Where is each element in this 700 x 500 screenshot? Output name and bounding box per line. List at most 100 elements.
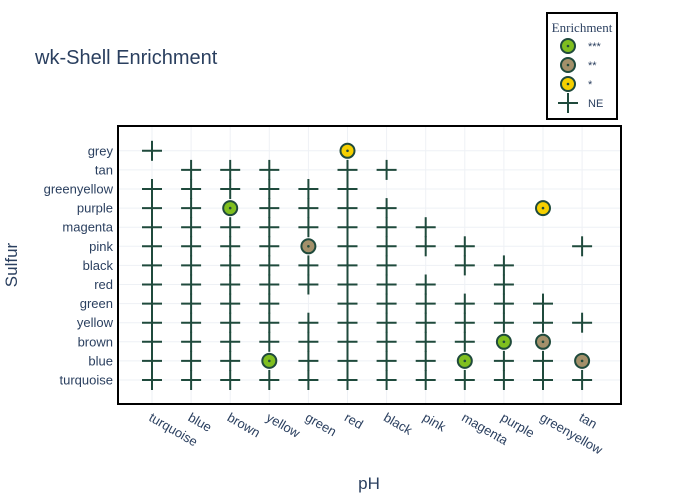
x-tick-pink: pink	[420, 410, 449, 435]
point-greenyellow-purple	[535, 200, 551, 217]
point-turquoise-purple	[142, 198, 162, 219]
point-turquoise-black	[142, 255, 162, 276]
point-brown-pink	[220, 236, 241, 257]
point-tan-blue	[574, 352, 591, 369]
point-brown-tan	[220, 159, 241, 180]
point-blue-green	[181, 293, 202, 314]
x-tick-tan: tan	[577, 410, 600, 432]
point-brown-brown	[220, 331, 241, 352]
point-blue-greenyellow	[181, 179, 202, 199]
point-yellow-green	[259, 293, 280, 314]
point-pink-brown	[415, 331, 436, 352]
point-black-green	[376, 293, 397, 314]
point-magenta-blue	[456, 352, 473, 369]
point-brown-magenta	[220, 217, 241, 238]
point-turquoise-red	[142, 274, 162, 295]
point-yellow-tan	[259, 159, 280, 180]
point-yellow-black	[259, 255, 280, 276]
data-marks	[142, 140, 593, 390]
point-black-black	[376, 255, 397, 276]
point-red-black	[337, 255, 358, 276]
point-pink-red	[415, 274, 436, 295]
y-tick-red: red	[94, 277, 113, 292]
y-tick-magenta: magenta	[62, 220, 113, 235]
plot-frame	[117, 125, 622, 405]
legend-entry-two-star-label: **	[588, 60, 597, 72]
point-red-turquoise	[337, 370, 358, 390]
point-red-red	[337, 274, 358, 295]
point-purple-blue	[493, 350, 514, 371]
point-purple-red	[493, 274, 514, 295]
point-red-yellow	[337, 312, 358, 333]
point-turquoise-yellow	[142, 312, 162, 333]
point-green-yellow	[298, 312, 319, 333]
legend-title: Enrichment	[552, 20, 613, 35]
point-greenyellow-green	[533, 293, 553, 314]
legend-entry-two-star-symbol	[560, 57, 576, 73]
point-blue-black	[181, 255, 202, 276]
point-magenta-brown	[454, 331, 475, 352]
point-purple-turquoise	[493, 370, 514, 390]
chart-title: wk-Shell Enrichment	[34, 47, 218, 69]
point-green-red	[298, 274, 319, 295]
x-tick-green: green	[303, 410, 339, 440]
point-greenyellow-turquoise	[533, 370, 553, 390]
point-red-tan	[337, 159, 358, 180]
point-magenta-yellow	[454, 312, 475, 333]
point-green-pink	[300, 238, 317, 255]
point-magenta-turquoise	[454, 370, 475, 390]
point-magenta-black	[454, 255, 475, 276]
point-turquoise-greenyellow	[142, 179, 162, 199]
point-black-brown	[376, 331, 397, 352]
point-red-brown	[337, 331, 358, 352]
point-brown-greenyellow	[220, 179, 241, 199]
point-blue-tan	[181, 159, 202, 180]
point-black-magenta	[376, 217, 397, 238]
point-turquoise-pink	[142, 236, 162, 257]
y-tick-blue: blue	[88, 353, 113, 368]
legend-entry-one-star-label: *	[588, 79, 593, 91]
point-yellow-magenta	[259, 217, 280, 238]
y-tick-turquoise: turquoise	[60, 373, 113, 388]
y-tick-pink: pink	[89, 239, 113, 254]
point-red-grey	[339, 142, 356, 159]
point-red-pink	[337, 236, 358, 257]
point-purple-brown	[495, 333, 512, 350]
point-brown-red	[220, 274, 241, 295]
point-yellow-purple	[259, 198, 280, 219]
point-brown-yellow	[220, 312, 241, 333]
x-tick-black: black	[381, 410, 415, 438]
legend-entry-one-star: *	[560, 76, 593, 92]
y-tick-labels: turquoise blue brown yellow green red black pin…	[44, 143, 114, 387]
y-tick-purple: purple	[77, 201, 113, 216]
point-purple-yellow	[493, 312, 514, 333]
point-greenyellow-yellow	[533, 312, 553, 333]
point-red-greenyellow	[337, 179, 358, 199]
point-tan-turquoise	[572, 370, 593, 390]
y-axis-title: Sulfur	[2, 242, 21, 287]
point-turquoise-green	[142, 293, 162, 314]
point-blue-red	[181, 274, 202, 295]
point-yellow-blue	[261, 352, 278, 369]
point-blue-turquoise	[181, 370, 202, 390]
point-turquoise-brown	[142, 331, 162, 352]
point-blue-yellow	[181, 312, 202, 333]
point-green-magenta	[298, 217, 319, 238]
legend-entry-ne-label: NE	[588, 98, 603, 110]
y-tick-grey: grey	[88, 143, 114, 158]
point-pink-green	[415, 293, 436, 314]
legend-entry-ne-symbol	[558, 93, 578, 113]
x-tick-brown: brown	[225, 410, 263, 441]
legend-entry-three-star-symbol	[560, 38, 576, 54]
point-turquoise-grey	[142, 140, 162, 161]
point-brown-green	[220, 293, 241, 314]
legend-entry-three-star-label: ***	[588, 41, 602, 53]
legend-box	[546, 12, 618, 120]
point-red-green	[337, 293, 358, 314]
point-yellow-brown	[259, 331, 280, 352]
point-green-purple	[298, 198, 319, 219]
point-black-blue	[376, 350, 397, 371]
point-yellow-turquoise	[259, 370, 280, 390]
point-turquoise-blue	[142, 350, 162, 371]
